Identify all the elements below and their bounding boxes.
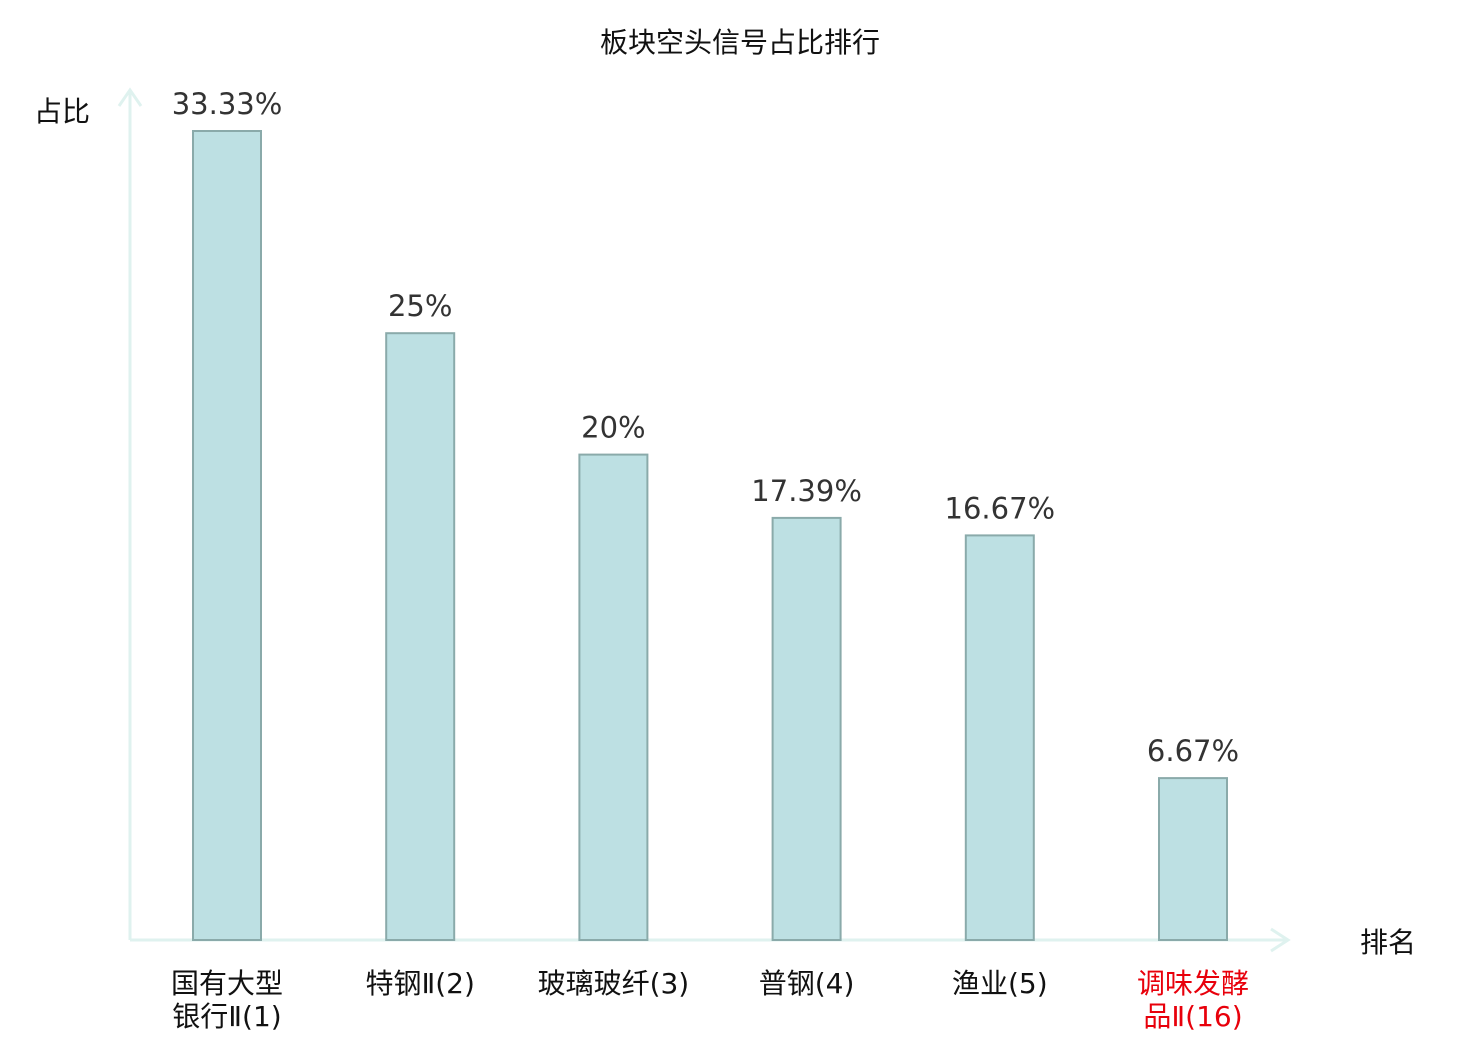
bar-2 <box>385 332 456 941</box>
category-label-4: 普钢(4) <box>759 967 855 1000</box>
x-axis-arrow-icon <box>1270 927 1291 953</box>
bar-6 <box>1158 777 1228 941</box>
category-label-6-line-2: 品Ⅱ(16) <box>1143 1000 1242 1033</box>
value-label-6: 6.67% <box>1147 734 1239 768</box>
value-label-1: 33.33% <box>172 87 283 121</box>
bar-4 <box>771 516 842 942</box>
value-labels-group: 33.33% 25% 20% 17.39% 16.67% 6.67% <box>172 87 1239 768</box>
bars-group <box>192 130 1228 942</box>
x-axis-label: 排名 <box>1360 926 1416 959</box>
category-label-2: 特钢Ⅱ(2) <box>365 967 474 1000</box>
category-label-6-line-1: 调味发酵 <box>1137 967 1249 1000</box>
y-axis-label: 占比 <box>34 95 90 128</box>
value-label-5: 16.67% <box>945 491 1056 525</box>
category-label-1-line-1: 国有大型 <box>171 967 283 1000</box>
bar-5 <box>964 534 1035 942</box>
bar-1 <box>192 130 262 941</box>
category-label-5: 渔业(5) <box>952 967 1048 1000</box>
value-label-3: 20% <box>581 411 645 445</box>
chart-title: 板块空头信号占比排行 <box>600 26 880 59</box>
bar-3 <box>578 453 649 941</box>
category-label-1-line-2: 银行Ⅱ(1) <box>172 1000 281 1033</box>
value-label-4: 17.39% <box>751 474 862 508</box>
category-label-3: 玻璃玻纤(3) <box>538 967 690 1000</box>
y-axis-arrow-icon <box>117 87 143 107</box>
value-label-2: 25% <box>388 289 452 323</box>
